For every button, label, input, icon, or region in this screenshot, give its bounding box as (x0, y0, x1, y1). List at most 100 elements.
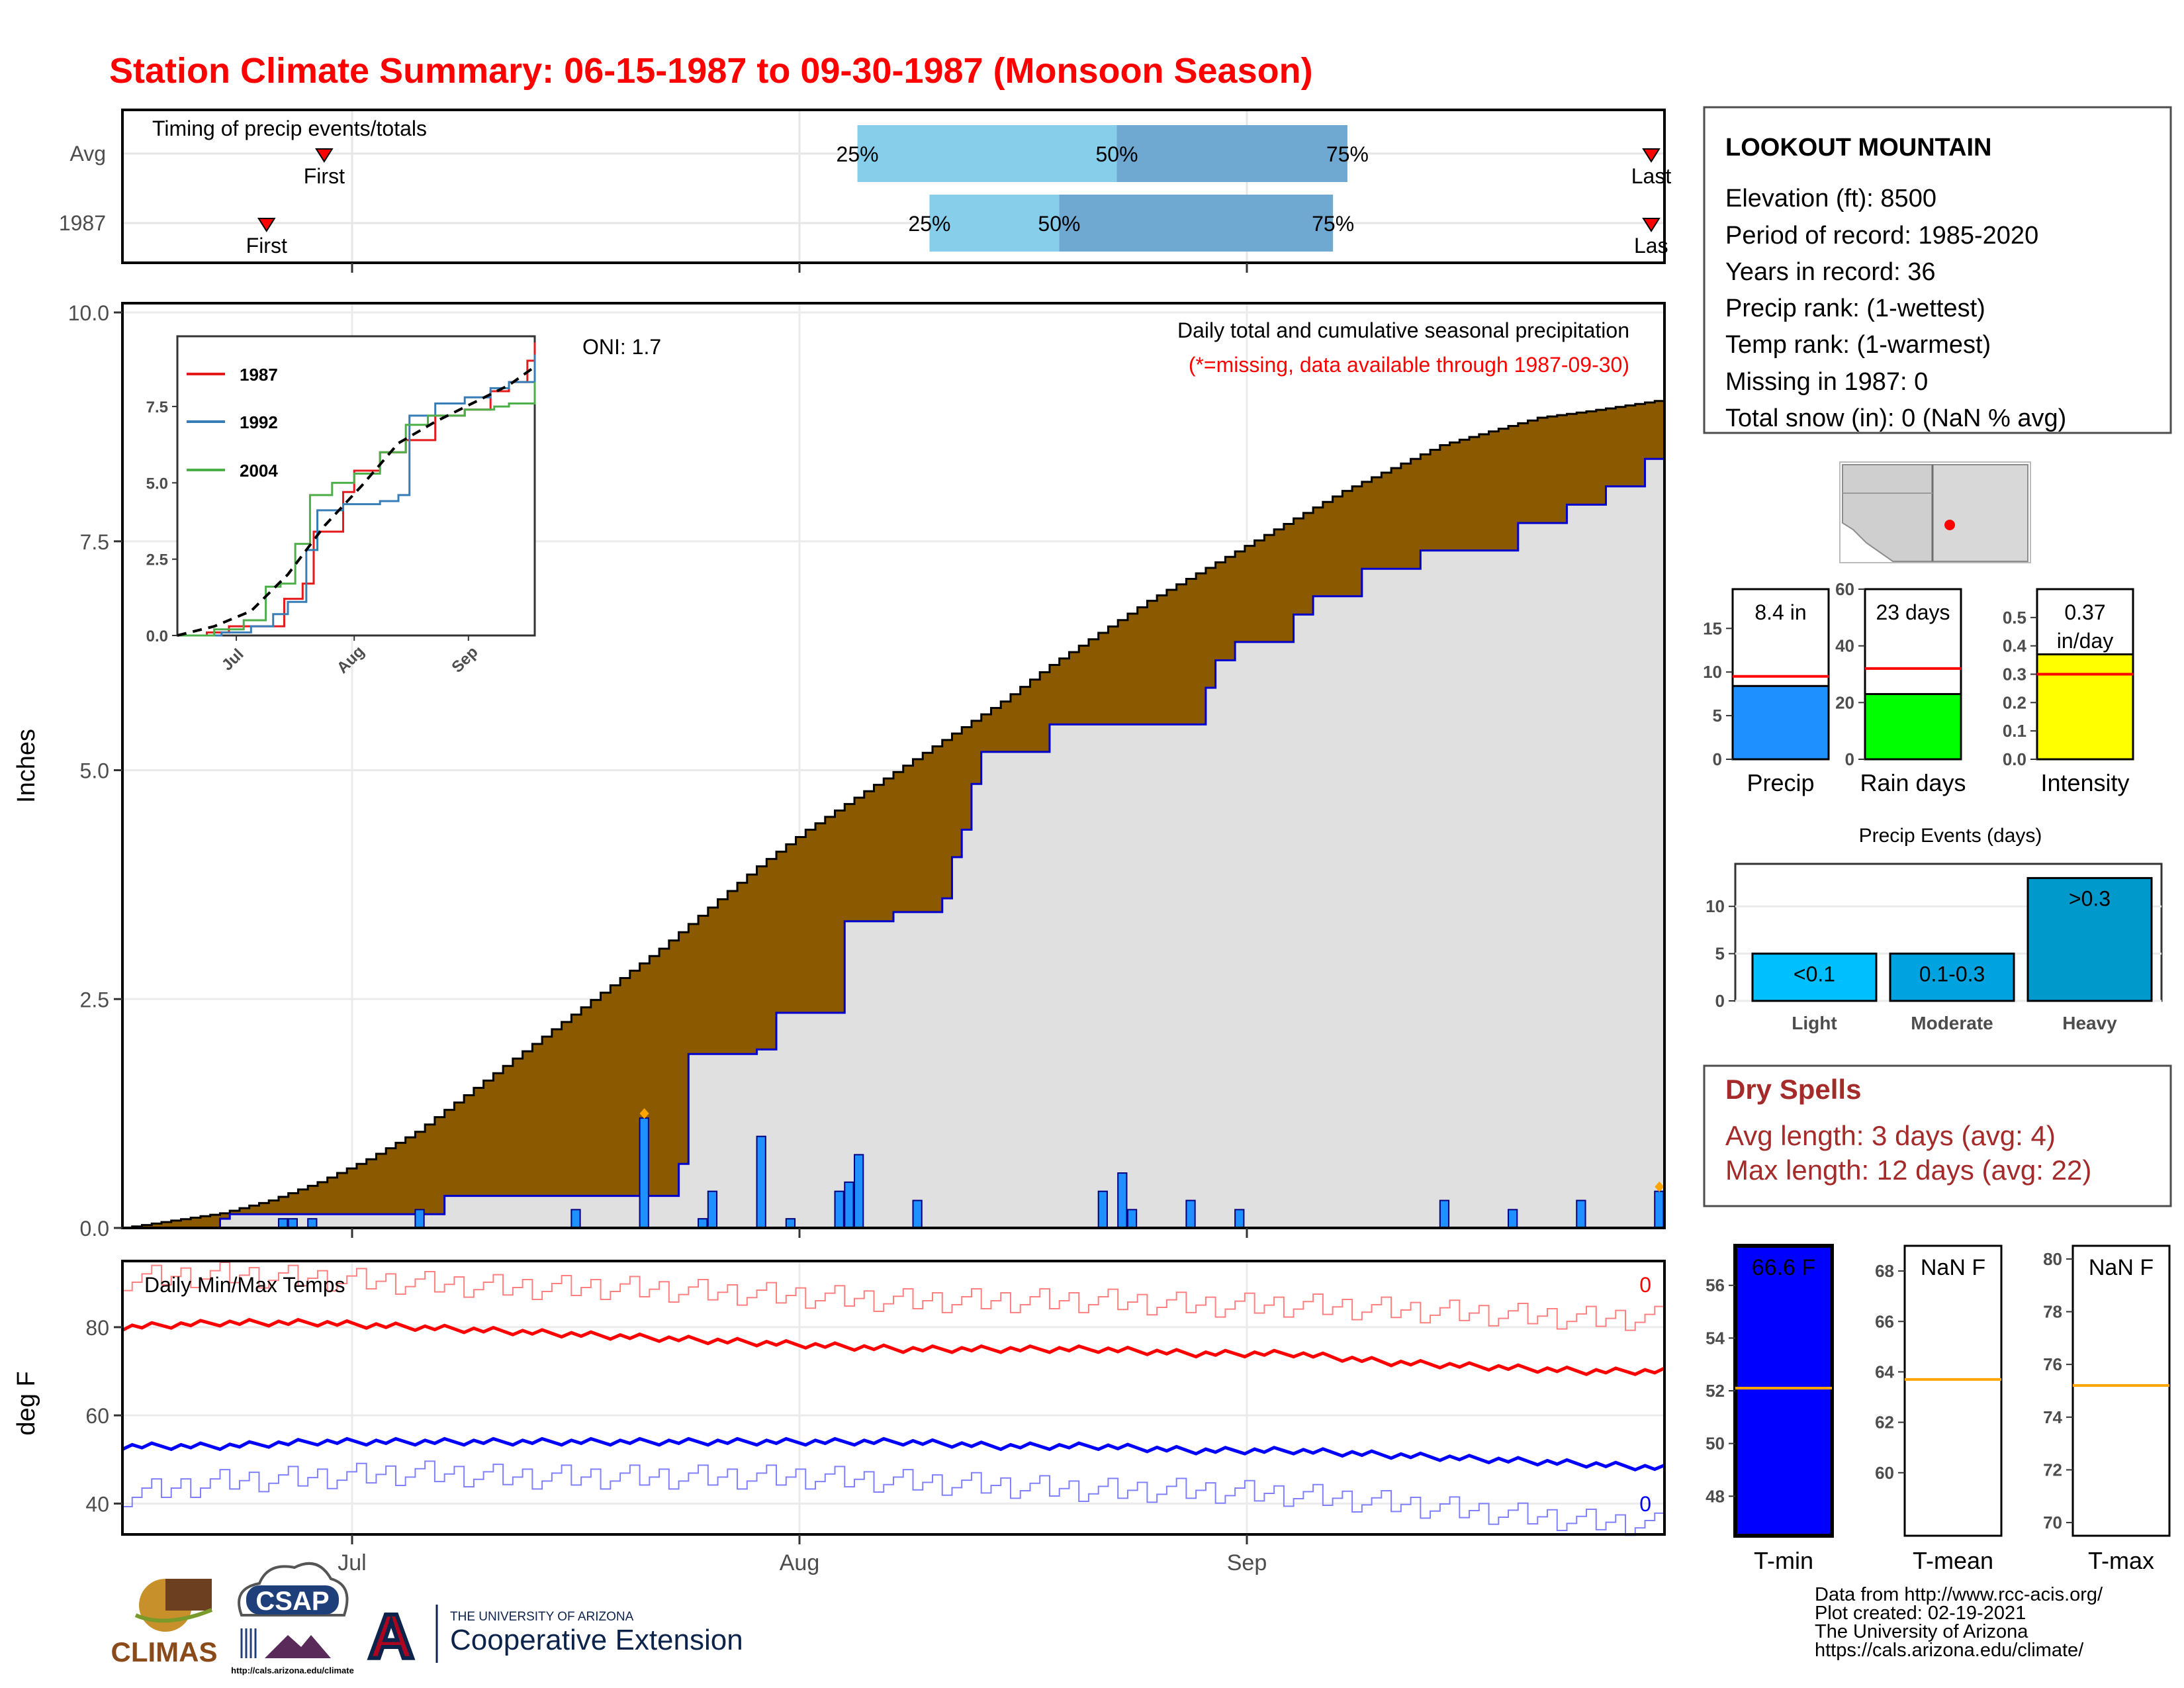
timing-avg-p50-label: 50% (1095, 142, 1138, 166)
temperature-bars: 66.6 F 48 50 52 54 56 T-min NaN F 60 62 64 66 68 T-me… (1706, 1244, 2171, 1574)
deficit-segment-135 (1439, 445, 1451, 551)
inset-xtick-label-1: Aug (334, 643, 368, 677)
summary-2-ytick-label-1: 0.1 (2003, 721, 2026, 741)
daily-precip-bar-1 (287, 1218, 298, 1229)
events-ytick-label-0: 0 (1715, 991, 1725, 1011)
summary-intensity-label: Intensity (2040, 769, 2129, 796)
deficit-segment-144 (1527, 420, 1538, 524)
timing-avg-p75-label: 75% (1326, 142, 1369, 166)
deficit-segment-114 (1235, 551, 1246, 642)
tempbar-t-min-ytick-label-3: 54 (1706, 1328, 1725, 1348)
deficit-segment-34 (454, 1102, 465, 1196)
new-mexico-shape (1932, 464, 2028, 562)
deficit-segment-10 (220, 1213, 230, 1219)
precip-ytick-label-4: 10.0 (68, 301, 109, 325)
events-bar-label-moderate: 0.1-0.3 (1919, 962, 1985, 986)
deficit-segment-130 (1391, 468, 1402, 569)
deficit-segment-115 (1244, 545, 1255, 642)
tempbar-t-mean-value: NaN F (1921, 1255, 1985, 1280)
summary-intensity-value: 0.37 (2064, 600, 2105, 624)
timing-avg-first-marker (315, 148, 334, 163)
temp-panel-label: Daily Min/Max Temps (144, 1273, 345, 1297)
dry-spells-title: Dry Spells (1725, 1074, 1861, 1105)
deficit-segment-153 (1615, 406, 1626, 487)
summary-1-ytick-label-2: 40 (1835, 636, 1854, 656)
deficit-segment-68 (786, 844, 797, 1013)
deficit-segment-96 (1059, 658, 1070, 725)
deficit-segment-43 (542, 1036, 553, 1196)
timing-1987-q50-75-bar (1059, 195, 1334, 252)
tempbar-t-mean-ytick-label-1: 62 (1875, 1413, 1894, 1432)
inset-xtick-label-2: Sep (448, 643, 481, 677)
events-bar-moderate (1889, 953, 2015, 1002)
deficit-segment-52 (629, 970, 641, 1196)
daily-precip-bar-13 (912, 1199, 923, 1229)
deficit-segment-104 (1137, 607, 1148, 725)
deficit-segment-145 (1537, 418, 1548, 524)
deficit-segment-71 (815, 823, 826, 1013)
tempbar-t-mean-frame (1903, 1244, 2003, 1537)
precip-panel-title: Daily total and cumulative seasonal prec… (1177, 318, 1629, 342)
deficit-segment-55 (659, 949, 670, 1196)
deficit-segment-82 (923, 753, 933, 912)
tempbar-t-max-frame (2071, 1244, 2171, 1537)
precip-events-chart: Precip Events (days) <0.1 Light 0.1-0.3 Mod… (1706, 825, 2163, 1033)
temp-y-axis: 40 60 80 (85, 1316, 122, 1516)
university-of-arizona-logo: A THE UNIVERSITY OF ARIZONA Cooperative … (363, 1599, 743, 1674)
precip-ytick-label-0: 0.0 (80, 1217, 109, 1241)
deficit-segment-7 (191, 1217, 201, 1228)
x-tick-aug: Aug (780, 1550, 820, 1575)
tempbar-t-max-ytick-label-4: 78 (2043, 1302, 2062, 1322)
daily-precip-bar-21 (1576, 1199, 1586, 1229)
deficit-segment-22 (337, 1173, 347, 1215)
deficit-segment-100 (1098, 633, 1109, 725)
events-category-heavy: Heavy (2062, 1013, 2117, 1033)
temp-line-record-max (122, 1262, 1665, 1331)
credit-plot-created: Plot created: 02-19-2021 (1815, 1603, 2026, 1624)
deficit-segment-36 (473, 1088, 484, 1196)
daily-precip-bar-9 (785, 1218, 796, 1229)
summary-1-ytick-label-3: 60 (1835, 579, 1854, 599)
summary-precip-label: Precip (1747, 769, 1814, 796)
deficit-segment-131 (1400, 463, 1412, 569)
deficit-segment-15 (269, 1200, 279, 1215)
daily-precip-bar-7 (707, 1190, 718, 1229)
deficit-segment-102 (1118, 620, 1128, 725)
deficit-segment-17 (288, 1193, 299, 1215)
summary-0-ytick-label-1: 5 (1713, 706, 1722, 726)
record-daily-marker-1 (1655, 1181, 1664, 1192)
deficit-segment-75 (854, 797, 865, 921)
deficit-segment-48 (590, 1000, 602, 1196)
precip-panel-border (121, 302, 1666, 1229)
deficit-segment-128 (1371, 477, 1382, 569)
deficit-segment-129 (1381, 473, 1392, 569)
timing-1987-last-marker (1642, 218, 1661, 232)
deficit-segment-101 (1108, 626, 1118, 725)
temp-panel-border (121, 1260, 1666, 1536)
deficit-segment-155 (1635, 404, 1646, 487)
deficit-segment-95 (1049, 665, 1060, 725)
deficit-segment-148 (1567, 414, 1577, 505)
legend-label-1992: 1992 (240, 412, 278, 432)
deficit-segment-63 (737, 882, 748, 1055)
deficit-segment-157 (1655, 400, 1665, 459)
deficit-segment-154 (1625, 405, 1636, 487)
daily-precip-bar-20 (1508, 1209, 1518, 1229)
timing-avg-last-marker (1642, 148, 1661, 163)
daily-precip-bar-5 (639, 1117, 649, 1229)
deficit-segment-62 (727, 891, 738, 1055)
deficit-segment-31 (425, 1124, 435, 1215)
deficit-segment-3 (152, 1223, 162, 1228)
tempbar-t-min-ytick-label-4: 56 (1706, 1276, 1725, 1295)
deficit-segment-11 (230, 1210, 240, 1215)
deficit-segment-152 (1606, 408, 1616, 487)
deficit-segment-122 (1313, 507, 1324, 596)
deficit-segment-69 (796, 837, 806, 1013)
deficit-segment-132 (1410, 459, 1421, 569)
deficit-segment-76 (864, 791, 875, 921)
deficit-segment-44 (551, 1029, 563, 1196)
station-info-border (1703, 106, 2172, 434)
tempbar-t-mean-ytick-label-3: 66 (1875, 1311, 1894, 1331)
precip-missing-note: (*=missing, data available through 1987-… (1189, 353, 1629, 377)
